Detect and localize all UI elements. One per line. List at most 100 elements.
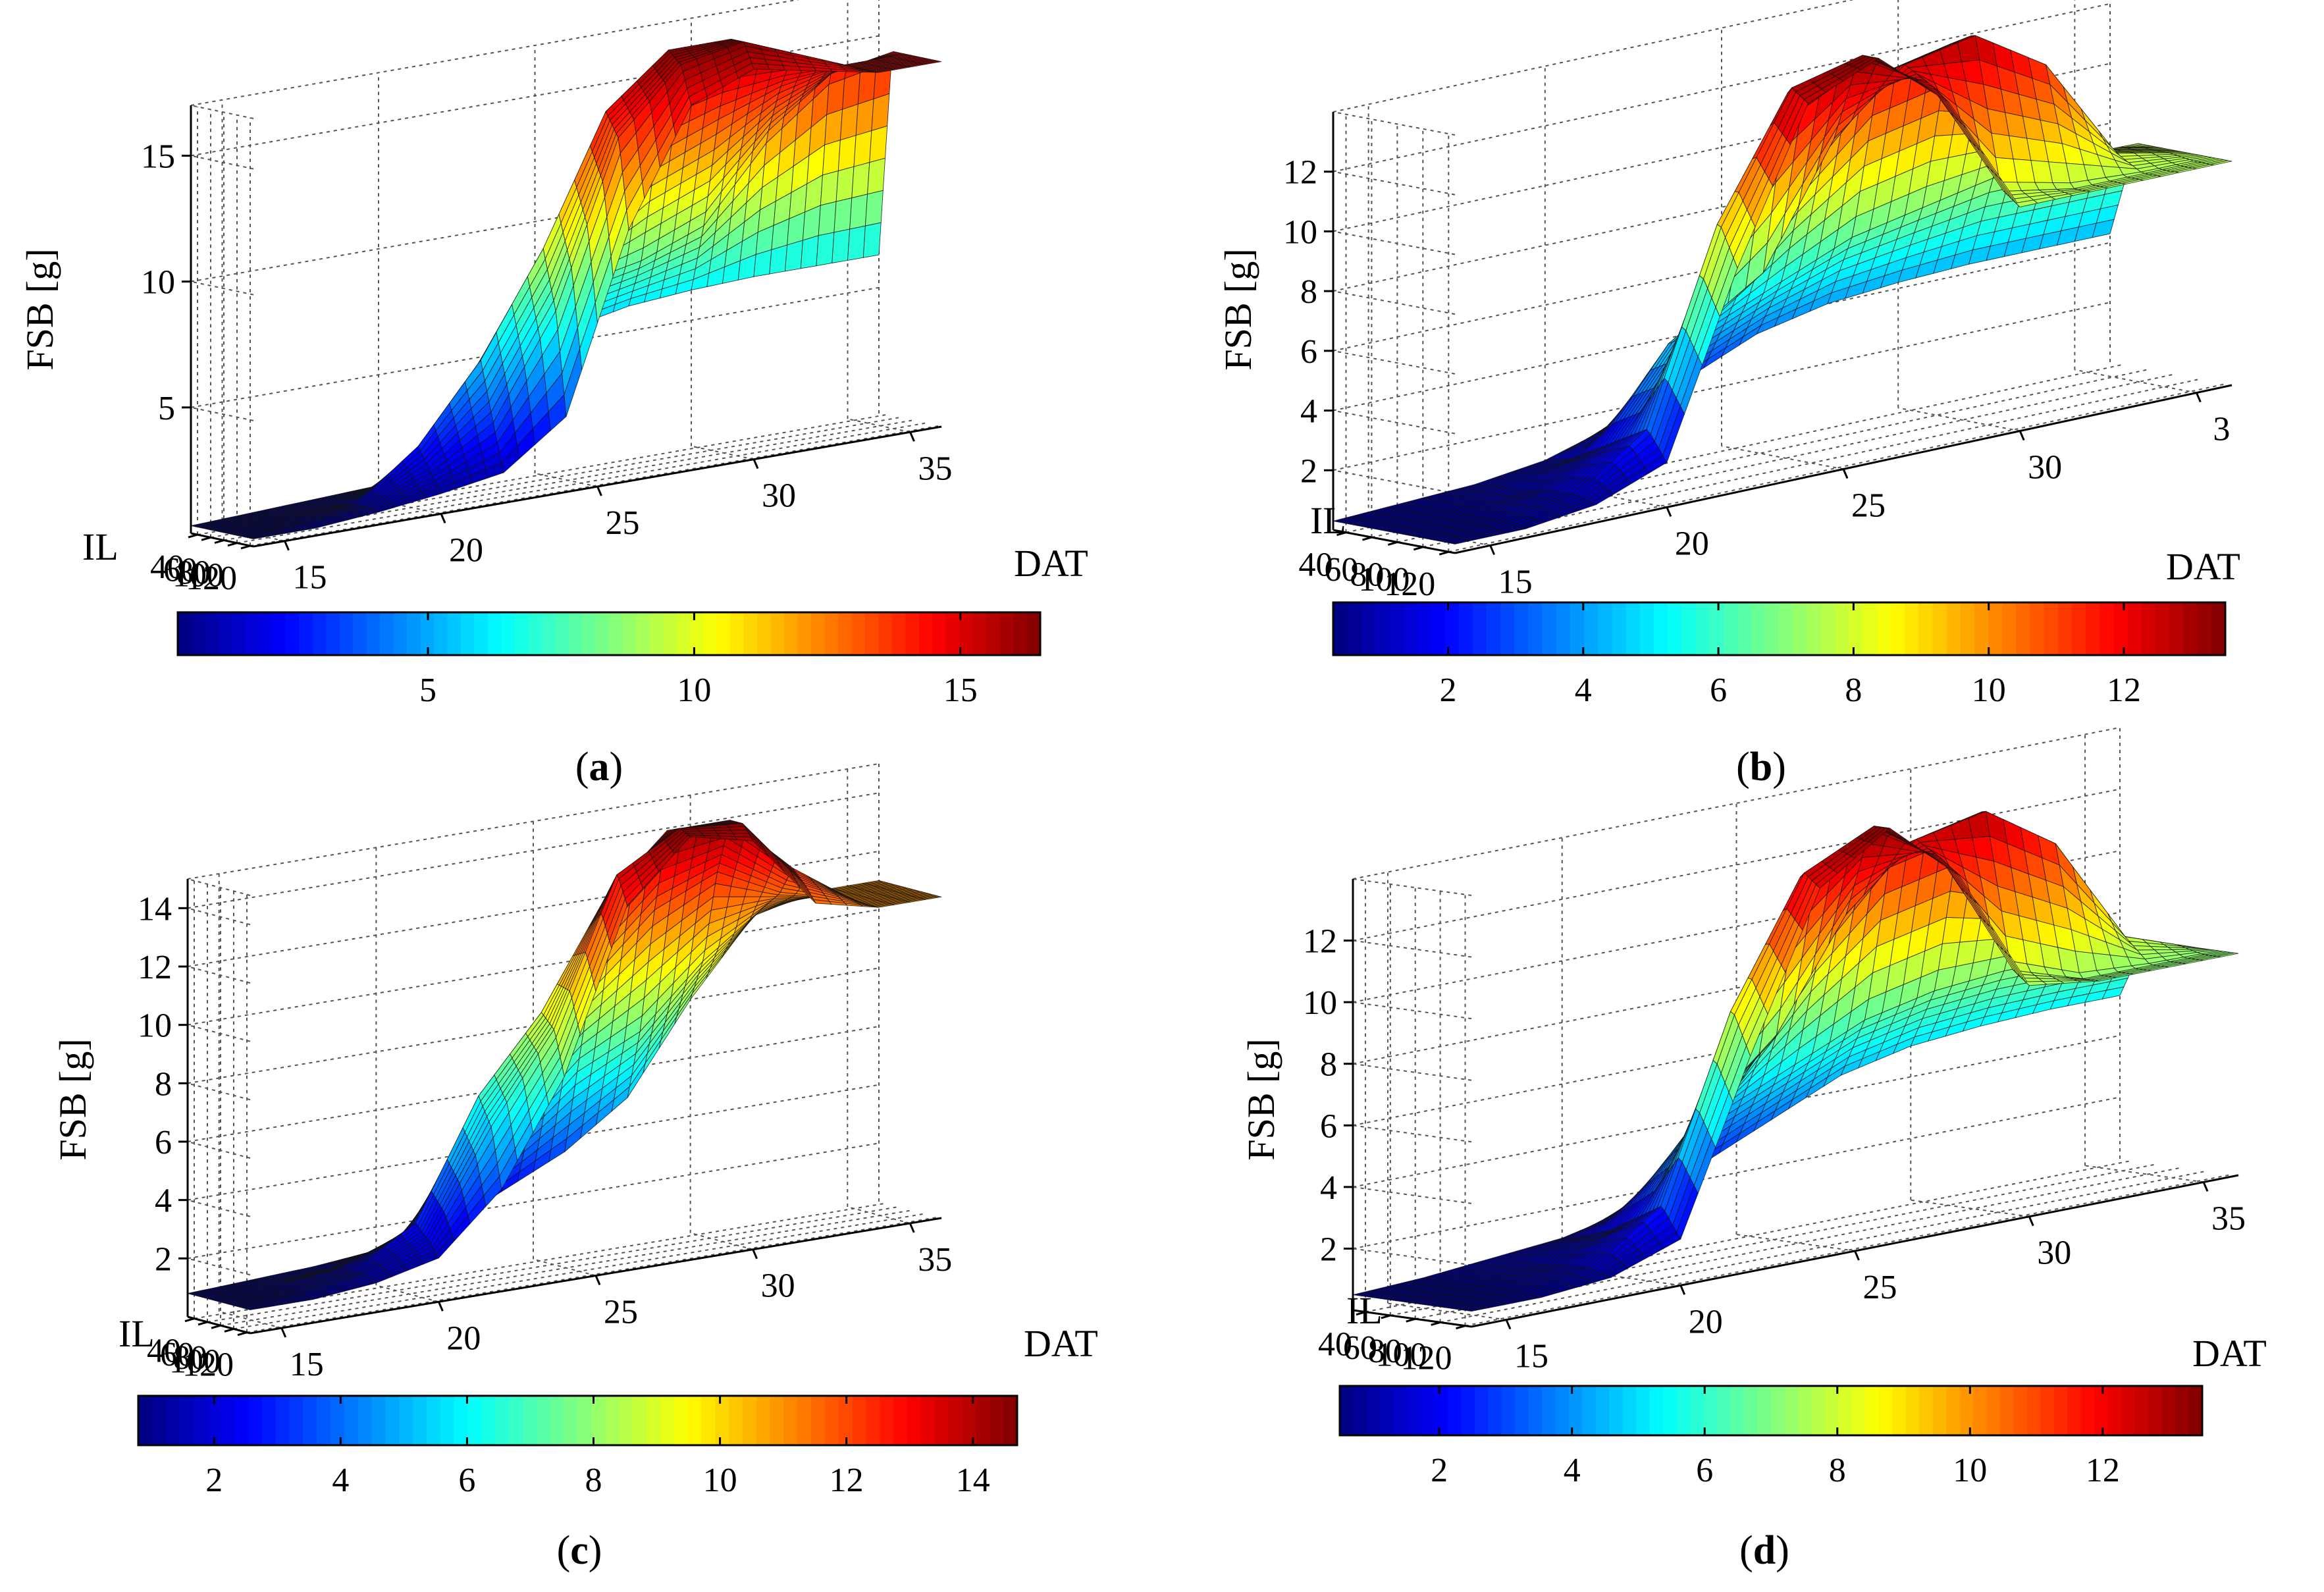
panel-c-colorbar-band: [907, 1396, 922, 1445]
panel-c-colorbar-band: [852, 1396, 867, 1445]
panel-a-colorbar-band: [380, 612, 394, 655]
panel-c-colorbar-band: [550, 1396, 565, 1445]
panel-b-grid-z-left-3: [1333, 290, 1456, 315]
panel-b-colorbar-band: [1444, 602, 1460, 655]
panel-a-colorbar-band: [999, 612, 1014, 655]
panel-a-surface-patch: [832, 228, 851, 264]
panel-a-surface-patch: [924, 61, 942, 65]
panel-a-colorbar-band: [393, 612, 408, 655]
panel-a-surface-patch: [869, 125, 888, 163]
panel-c-colorbar-band: [303, 1396, 317, 1445]
panel-a-surface-patch: [862, 222, 882, 258]
panel-a-surface-patch: [766, 64, 786, 70]
panel-b-colorbar-band: [1653, 602, 1668, 655]
panel-b-colorbar-band: [1709, 602, 1724, 655]
panel-c-colorbar-band: [728, 1396, 743, 1445]
panel-c-colorbar-band: [742, 1396, 757, 1445]
panel-c-colorbar-band: [440, 1396, 455, 1445]
panel-c-colorbar-band: [413, 1396, 427, 1445]
panel-c-colorbar-band: [427, 1396, 441, 1445]
panel-b-z-tick-label-1: 4: [1300, 393, 1317, 431]
panel-b-colorbar-band: [1695, 602, 1710, 655]
panel-a-y-tick-label-1: 100: [172, 557, 224, 595]
panel-c-y-axis-label: IL: [119, 1312, 155, 1355]
panel-c-colorbar-band: [866, 1396, 881, 1445]
panel-a-colorbar-band: [622, 612, 637, 655]
panel-a-surface-patch: [824, 109, 843, 146]
panel-c-x-tick-label-0: 15: [290, 1346, 324, 1383]
panel-c-colorbar-band: [481, 1396, 496, 1445]
panel-a-x-tick-4: [909, 431, 915, 442]
panel-b-colorbar-band: [1668, 602, 1682, 655]
panel-a-surface-patch: [839, 103, 858, 141]
panel-a-colorbar-band: [945, 612, 960, 655]
panel-c-x-tick-label-1: 20: [446, 1319, 481, 1357]
panel-b-colorbar-band: [2057, 602, 2073, 655]
panel-c-colorbar-band: [193, 1396, 207, 1445]
panel-c-colorbar-band: [221, 1396, 235, 1445]
panel-c-colorbar-tick-label-5: 12: [830, 1462, 864, 1499]
panel-b-colorbar-band: [1793, 602, 1808, 655]
panel-a-colorbar-band: [609, 612, 623, 655]
panel-b-colorbar-band: [1821, 602, 1835, 655]
panel-a-colorbar-band: [231, 612, 246, 655]
panel-c-colorbar-band: [673, 1396, 688, 1445]
panel-a-colorbar-band: [986, 612, 1001, 655]
panel-b-colorbar-band: [1486, 602, 1501, 655]
panel-b-colorbar-band: [1988, 602, 2003, 655]
panel-a-grid-x-floor-2: [535, 473, 598, 487]
panel-a-colorbar-band: [541, 612, 556, 655]
panel-a-surface-patch: [864, 190, 884, 226]
panel-c-colorbar-band: [523, 1396, 537, 1445]
panel-c-z-tick-label-3: 8: [155, 1065, 172, 1103]
panel-b-colorbar-band: [2072, 602, 2086, 655]
panel-a-colorbar-band: [905, 612, 920, 655]
panel-b-colorbar-tick-label-3: 8: [1845, 672, 1862, 709]
panel-a-colorbar-tick-label-0: 5: [419, 672, 436, 709]
panel-c-colorbar-band: [165, 1396, 180, 1445]
panel-a-colorbar-band: [811, 612, 826, 655]
panel-b-colorbar-band: [1542, 602, 1557, 655]
panel-b-colorbar-band: [2113, 602, 2128, 655]
panel-a-surface-patch: [871, 93, 890, 132]
panel-b-colorbar-band: [1835, 602, 1849, 655]
panel-c-surface-patch: [730, 830, 750, 834]
panel-a-colorbar-band: [595, 612, 610, 655]
panel-b-grid-z-left-2: [1333, 350, 1456, 375]
panel-c-colorbar-band: [770, 1396, 784, 1445]
panel-a-surface-patch: [782, 65, 802, 71]
panel-c-caption: (c): [557, 1528, 602, 1573]
panel-c-x-tick-label-2: 25: [604, 1294, 638, 1331]
panel-b-colorbar-band: [1556, 602, 1571, 655]
panel-a-x-tick-1: [440, 513, 446, 523]
panel-a-y-tick-label-3: 60: [163, 551, 198, 589]
panel-b-colorbar-band: [1361, 602, 1376, 655]
panel-a-colorbar-band: [797, 612, 812, 655]
panel-a-colorbar-band: [784, 612, 799, 655]
panel-a-caption: (a): [575, 745, 623, 789]
panel-a-colorbar-band: [528, 612, 542, 655]
panel-c-colorbar-band: [880, 1396, 894, 1445]
panel-a-colorbar-band: [299, 612, 313, 655]
panel-b-colorbar-band: [1751, 602, 1766, 655]
panel-a-colorbar-band: [972, 612, 987, 655]
panel-a-x-tick-label-0: 15: [293, 559, 327, 597]
panel-b-colorbar-band: [1500, 602, 1515, 655]
panel-b-z-tick-label-5: 12: [1283, 154, 1317, 192]
panel-a-colorbar-band: [635, 612, 650, 655]
panel-b-z-axis-label: FSB [g]: [1217, 248, 1259, 370]
panel-c-colorbar-band: [275, 1396, 290, 1445]
panel-c-colorbar-band: [371, 1396, 386, 1445]
panel-a-colorbar-band: [770, 612, 785, 655]
panel-c-colorbar-band: [646, 1396, 661, 1445]
panel-c-colorbar-band: [619, 1396, 633, 1445]
panel-b-colorbar-band: [2100, 602, 2115, 655]
panel-c-colorbar-band: [179, 1396, 194, 1445]
panel-a-colorbar-frame: [176, 611, 1042, 656]
panel-c-z-tick-label-5: 12: [138, 949, 172, 986]
panel-c-colorbar-band: [934, 1396, 949, 1445]
panel-b-x-axis-label: DAT: [2166, 545, 2240, 588]
panel-b-grid-z-back-0: [1333, 302, 2111, 471]
panel-b-colorbar-band: [1584, 602, 1598, 655]
